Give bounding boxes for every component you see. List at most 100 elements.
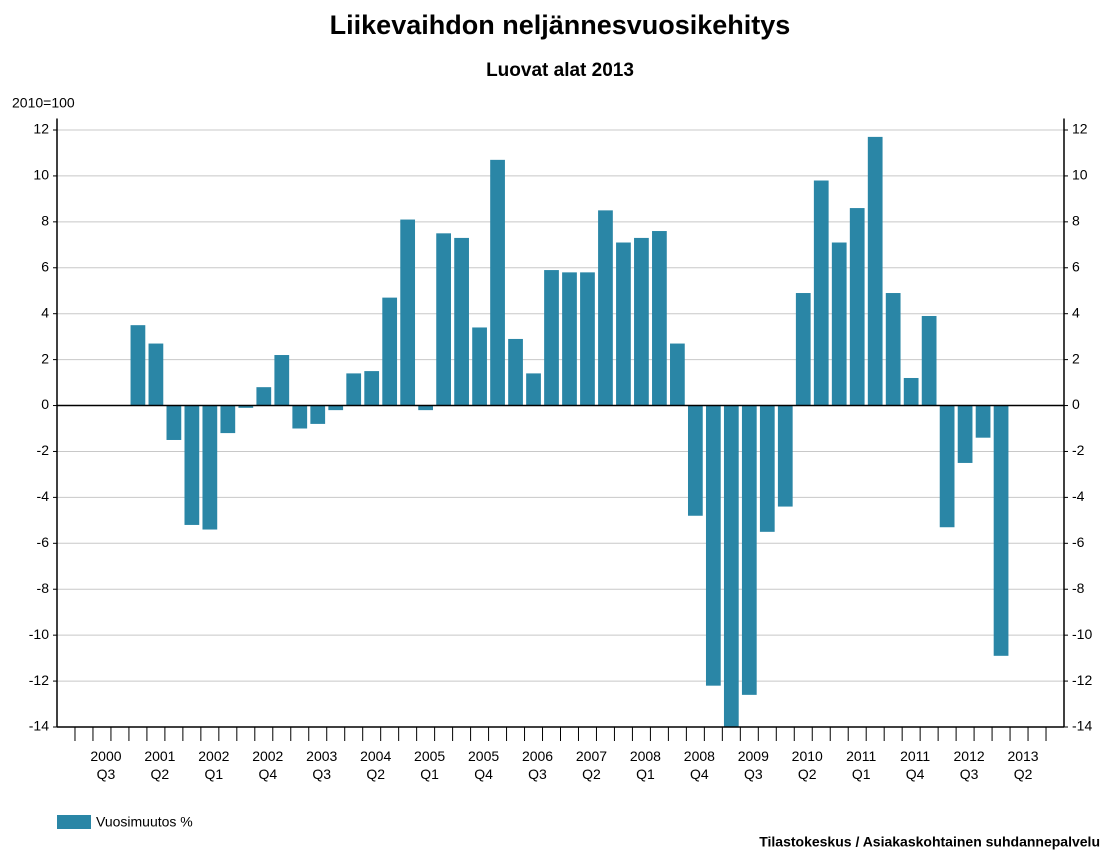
x-tick-label: 2011 Q4	[900, 748, 931, 782]
chart-subtitle: Luovat alat 2013	[486, 60, 634, 81]
bar	[849, 208, 865, 406]
bar	[400, 219, 416, 406]
bar	[130, 325, 146, 406]
y-tick-label: 10	[33, 167, 49, 183]
chart-title: Liikevaihdon neljännesvuosikehitys	[330, 10, 791, 40]
bar	[454, 237, 469, 406]
bar	[634, 237, 649, 406]
bar	[472, 327, 487, 406]
y-tick-label: -8	[37, 580, 50, 596]
bar	[867, 136, 883, 406]
y2-tick-label: 6	[1072, 258, 1080, 274]
bar	[202, 405, 218, 530]
bar	[220, 405, 236, 434]
bar	[687, 405, 703, 516]
x-tick-label: 2010 Q2	[791, 748, 823, 782]
y2-tick-label: -8	[1072, 580, 1085, 596]
bar	[921, 315, 937, 406]
x-tick-label: 2005 Q4	[468, 748, 500, 782]
x-tick-label: 2002 Q4	[252, 748, 284, 782]
bar	[705, 405, 721, 686]
bar	[616, 242, 631, 406]
y2-tick-label: -12	[1072, 672, 1092, 688]
y-tick-label: -12	[29, 672, 49, 688]
bar	[256, 387, 272, 406]
y-tick-label: 6	[41, 258, 49, 274]
bar	[777, 405, 793, 507]
bar	[652, 231, 667, 406]
bar	[759, 405, 775, 532]
bar	[562, 272, 577, 406]
bar	[346, 373, 362, 406]
x-tick-label: 2011 Q1	[846, 748, 877, 782]
bar	[292, 405, 308, 429]
y2-tick-label: 2	[1072, 350, 1080, 366]
bar	[238, 405, 254, 408]
bar	[723, 405, 739, 727]
bar	[148, 343, 164, 406]
y-tick-label: 8	[41, 213, 49, 229]
x-tick-label: 2009 Q3	[737, 748, 769, 782]
y-tick-label: 4	[41, 304, 49, 320]
x-tick-label: 2001 Q2	[144, 748, 176, 782]
y2-tick-label: -10	[1072, 626, 1092, 642]
bar	[670, 343, 685, 406]
y2-tick-label: -14	[1072, 718, 1092, 734]
bar	[364, 371, 380, 406]
bar	[831, 242, 847, 406]
y-tick-label: 2	[41, 350, 49, 366]
y2-tick-label: -4	[1072, 488, 1085, 504]
bar	[885, 293, 901, 406]
bar	[436, 233, 451, 406]
y2-tick-label: 0	[1072, 396, 1080, 412]
legend-swatch	[57, 815, 91, 829]
x-tick-label: 2003 Q3	[306, 748, 338, 782]
bar	[957, 405, 973, 463]
y-tick-label: -2	[37, 442, 50, 458]
y2-tick-label: -2	[1072, 442, 1085, 458]
x-tick-label: 2012 Q3	[953, 748, 985, 782]
y2-tick-label: -6	[1072, 534, 1085, 550]
bar	[418, 405, 434, 411]
x-tick-label: 2004 Q2	[360, 748, 392, 782]
bar	[310, 405, 326, 424]
legend-label: Vuosimuutos %	[96, 814, 193, 830]
bar	[741, 405, 757, 695]
y-unit-label: 2010=100	[12, 95, 75, 111]
x-tick-label: 2008 Q1	[629, 748, 661, 782]
bar	[580, 272, 595, 406]
x-tick-label: 2013 Q2	[1007, 748, 1039, 782]
x-tick-label: 2005 Q1	[414, 748, 446, 782]
bar	[184, 405, 200, 525]
bar	[274, 355, 290, 406]
x-tick-label: 2007 Q2	[575, 748, 608, 782]
bar	[993, 405, 1009, 656]
source: Tilastokeskus / Asiakaskohtainen suhdann…	[759, 834, 1100, 850]
bar	[328, 405, 344, 411]
bar	[166, 405, 182, 440]
bar	[508, 338, 523, 406]
bar	[526, 373, 541, 406]
bar	[813, 180, 829, 406]
x-tick-label: 2000 Q3	[90, 748, 122, 782]
y2-tick-label: 10	[1072, 167, 1088, 183]
bar	[903, 377, 919, 406]
y-tick-label: 0	[41, 396, 49, 412]
x-tick-label: 2006 Q3	[521, 748, 554, 782]
y-tick-label: 12	[33, 121, 49, 137]
x-tick-label: 2002 Q1	[198, 748, 230, 782]
y-tick-label: -10	[29, 626, 49, 642]
bar	[544, 270, 559, 406]
y-tick-label: -6	[37, 534, 50, 550]
x-tick-label: 2008 Q4	[683, 748, 715, 782]
y-tick-label: -4	[37, 488, 50, 504]
y2-tick-label: 8	[1072, 213, 1080, 229]
bar	[975, 405, 991, 438]
bar	[939, 405, 955, 528]
y-tick-label: -14	[29, 718, 49, 734]
y2-tick-label: 4	[1072, 304, 1080, 320]
bar	[490, 159, 505, 406]
bar	[598, 210, 613, 406]
